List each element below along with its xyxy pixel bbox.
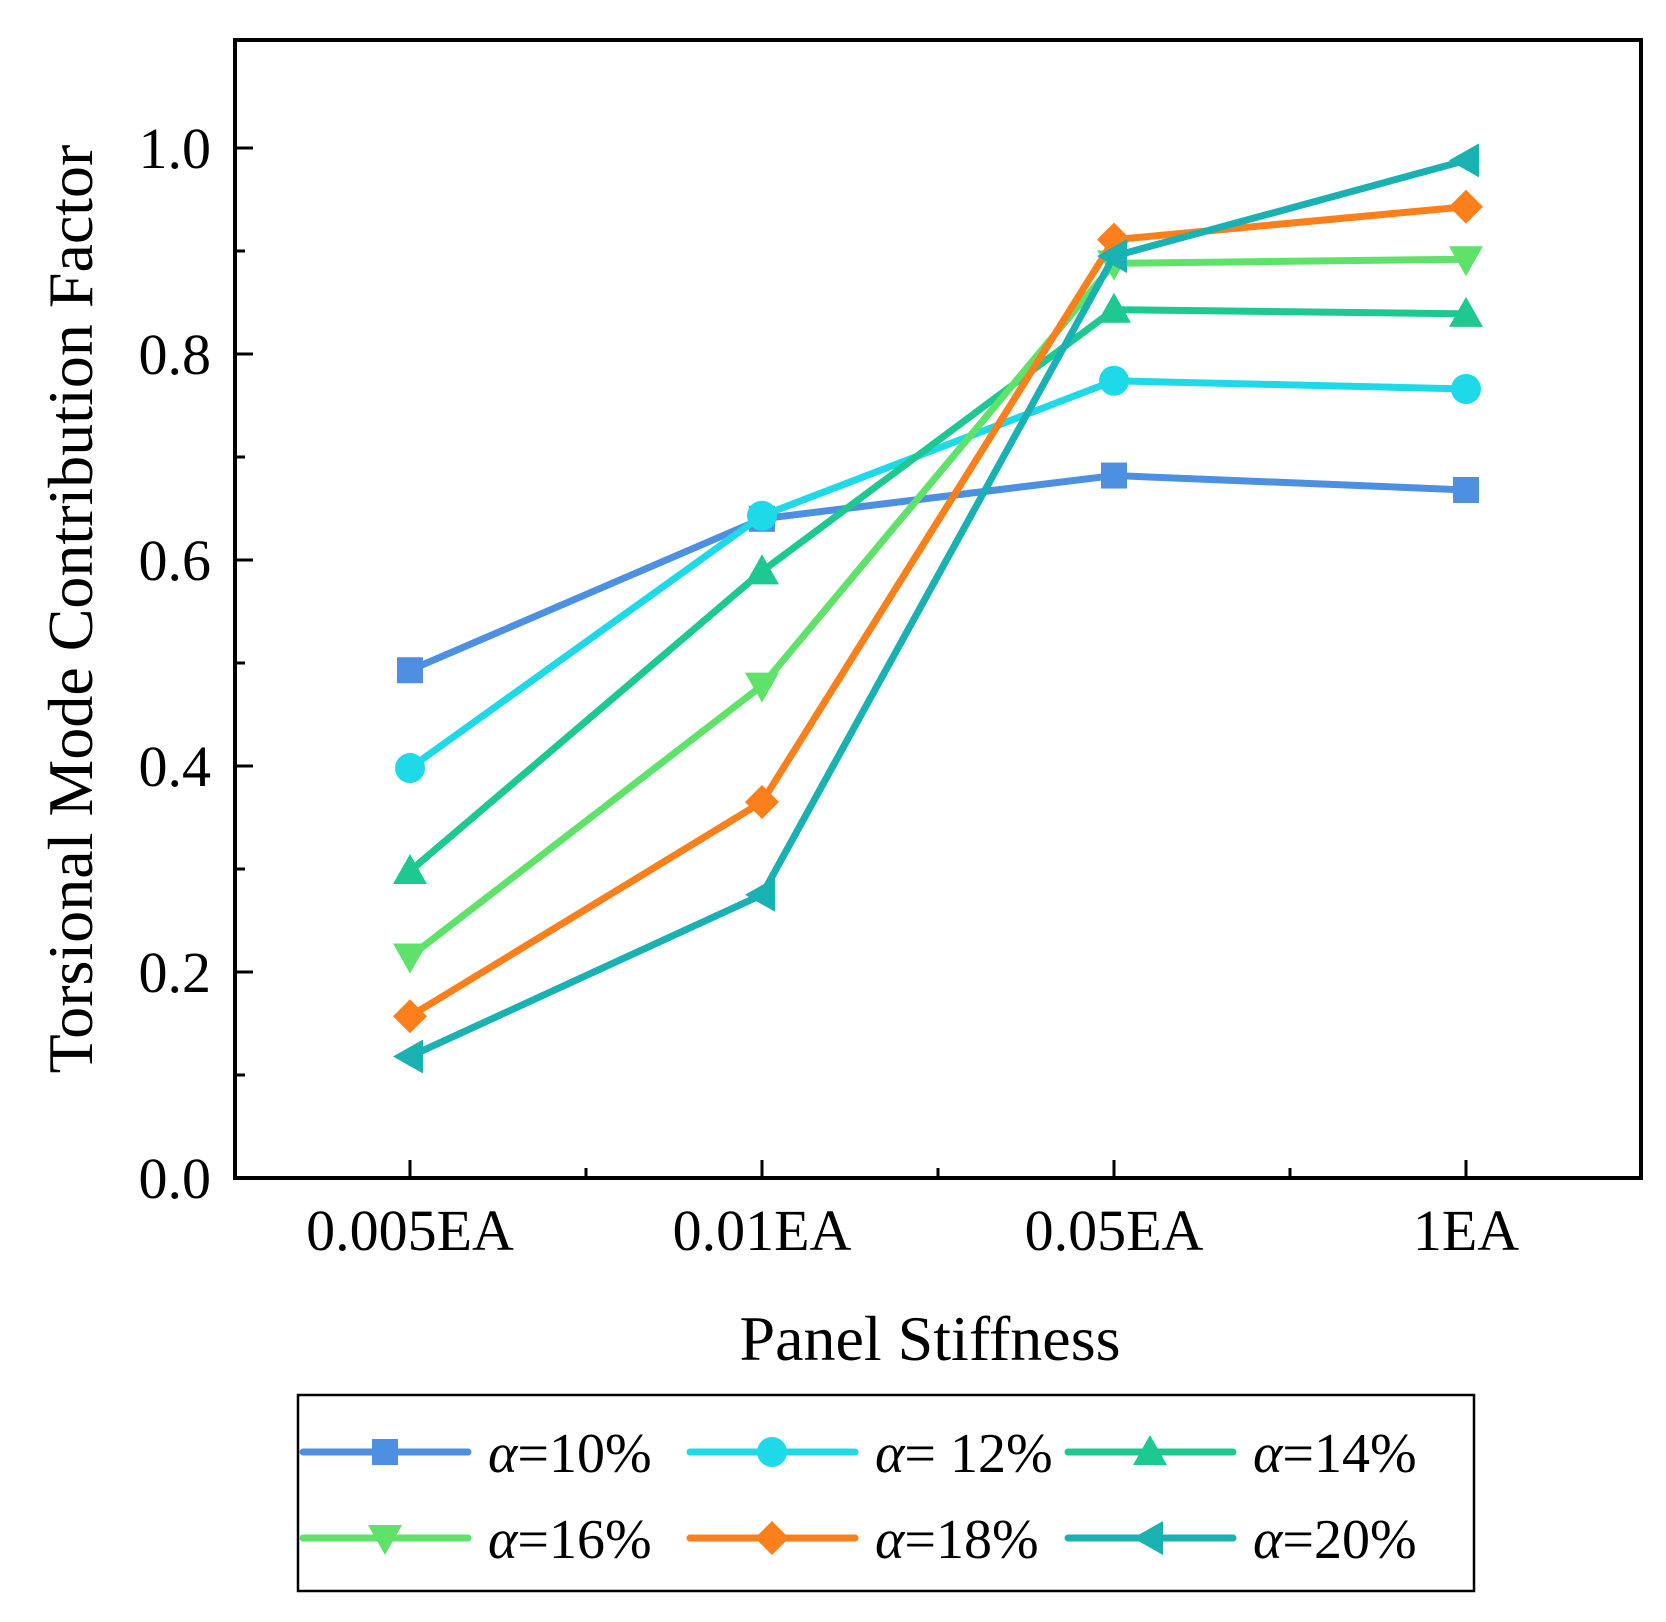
data-point bbox=[745, 554, 779, 585]
legend-label: α=14% bbox=[1253, 1423, 1417, 1485]
data-point bbox=[1449, 143, 1479, 178]
legend-alpha-symbol: α bbox=[875, 1509, 906, 1571]
axis-layer: 0.005EA 0.01EA 0.05EA 1EA 0.0 0.2 0.4 0.6 0.8 1.0 bbox=[139, 116, 1520, 1263]
data-point bbox=[393, 943, 427, 974]
legend-value: =10% bbox=[517, 1423, 651, 1485]
series-5 bbox=[393, 189, 1483, 1034]
data-point bbox=[395, 753, 425, 784]
data-point bbox=[747, 500, 777, 531]
data-point bbox=[1453, 476, 1479, 503]
legend-value: = 12% bbox=[904, 1423, 1052, 1485]
data-point bbox=[1449, 296, 1483, 327]
legend-alpha-symbol: α bbox=[488, 1509, 519, 1571]
series-3 bbox=[393, 292, 1483, 885]
x-tick-label: 0.05EA bbox=[1025, 1198, 1204, 1263]
y-tick-label: 0.8 bbox=[139, 322, 212, 387]
data-point bbox=[1099, 365, 1129, 396]
data-point bbox=[745, 672, 779, 703]
series-line bbox=[406, 472, 1470, 674]
series-6 bbox=[393, 143, 1479, 1074]
legend-label: α=16% bbox=[488, 1509, 652, 1571]
x-tick-label: 0.005EA bbox=[306, 1198, 514, 1263]
legend-alpha-symbol: α bbox=[1253, 1423, 1284, 1485]
y-tick-label: 0.2 bbox=[139, 940, 212, 1005]
data-point bbox=[1101, 462, 1127, 489]
legend-value: =14% bbox=[1282, 1423, 1416, 1485]
data-point bbox=[1097, 239, 1127, 274]
y-axis-title: Torsional Mode Contribution Factor bbox=[35, 145, 106, 1074]
legend-marker bbox=[755, 1521, 789, 1555]
legend-box bbox=[296, 1393, 1476, 1593]
legend-label: α=20% bbox=[1253, 1509, 1417, 1571]
legend-entry: α=10% bbox=[299, 1423, 652, 1485]
y-tick-label: 0.0 bbox=[139, 1146, 212, 1211]
legend-alpha-symbol: α bbox=[875, 1423, 906, 1485]
y-tick-label: 0.6 bbox=[139, 528, 212, 593]
legend-entry: α=18% bbox=[686, 1509, 1039, 1571]
x-axis-title: Panel Stiffness bbox=[739, 1303, 1120, 1374]
legend-marker bbox=[368, 1525, 402, 1555]
series-2 bbox=[395, 365, 1481, 784]
series-line bbox=[406, 255, 1470, 961]
legend-value: =16% bbox=[517, 1509, 651, 1571]
legend-label: α=10% bbox=[488, 1423, 652, 1485]
data-point bbox=[393, 999, 427, 1034]
data-point bbox=[393, 1039, 423, 1074]
series-line bbox=[406, 203, 1470, 1020]
series-line bbox=[406, 306, 1470, 875]
data-point bbox=[1449, 246, 1483, 277]
data-point bbox=[397, 657, 423, 684]
data-point bbox=[745, 877, 775, 912]
legend-marker bbox=[1133, 1521, 1163, 1555]
legend-marker bbox=[757, 1437, 787, 1467]
series-line bbox=[406, 156, 1470, 1060]
series-4 bbox=[393, 246, 1483, 974]
data-point bbox=[1449, 189, 1483, 224]
series-line bbox=[406, 377, 1470, 772]
y-tick-label: 0.4 bbox=[139, 734, 212, 799]
legend-alpha-symbol: α bbox=[488, 1423, 519, 1485]
legend-label: α=18% bbox=[875, 1509, 1039, 1571]
x-tick-label: 1EA bbox=[1413, 1198, 1519, 1263]
data-point bbox=[393, 854, 427, 885]
y-tick-label: 1.0 bbox=[139, 116, 212, 181]
legend-marker bbox=[1133, 1435, 1167, 1465]
x-tick-label: 0.01EA bbox=[673, 1198, 852, 1263]
legend-entry: α=20% bbox=[1064, 1509, 1417, 1571]
legend-value: =20% bbox=[1282, 1509, 1416, 1571]
legend-entry: α=16% bbox=[299, 1509, 652, 1571]
legend-alpha-symbol: α bbox=[1253, 1509, 1284, 1571]
legend-marker bbox=[372, 1439, 398, 1465]
legend-entry: α= 12% bbox=[686, 1423, 1053, 1485]
legend-entry: α=14% bbox=[1064, 1423, 1417, 1485]
legend: α=10% α= 12% α=14%α=16% α=18% α=20% bbox=[299, 1423, 1417, 1571]
series-layer bbox=[393, 143, 1483, 1074]
data-point bbox=[745, 785, 779, 820]
legend-label: α= 12% bbox=[875, 1423, 1053, 1485]
data-point bbox=[1451, 374, 1481, 405]
data-point bbox=[1097, 222, 1131, 257]
data-point bbox=[1097, 292, 1131, 323]
legend-value: =18% bbox=[904, 1509, 1038, 1571]
